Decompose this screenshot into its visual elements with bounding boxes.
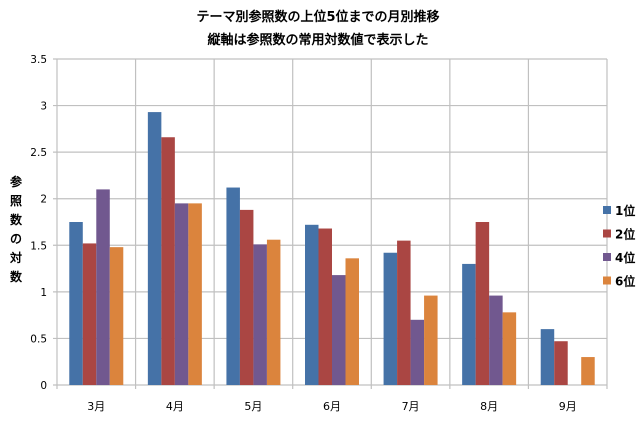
bar-1位-8月 <box>462 263 476 385</box>
bar-4位-8月 <box>489 295 503 385</box>
x-tick-label: 7月 <box>402 400 420 413</box>
bar-1位-5月 <box>226 187 240 385</box>
x-tick-label: 6月 <box>323 400 341 413</box>
y-tick-label: 1 <box>40 287 47 299</box>
y-tick-label: 2 <box>40 194 47 206</box>
bar-6位-6月 <box>345 258 359 385</box>
legend-swatch <box>603 229 611 238</box>
y-tick-label: 3.5 <box>30 54 47 66</box>
x-tick-label: 4月 <box>166 400 184 413</box>
y-axis-label-char: 対 <box>9 250 22 265</box>
x-tick-label: 3月 <box>87 400 105 413</box>
bar-2位-8月 <box>475 222 490 385</box>
y-axis-label-char: の <box>10 232 22 246</box>
bar-6位-3月 <box>109 247 124 385</box>
y-tick-label: 0 <box>40 380 47 392</box>
bar-4位-5月 <box>253 244 267 385</box>
y-tick-label: 2.5 <box>30 147 47 159</box>
bar-4位-4月 <box>174 203 189 385</box>
x-tick-label: 8月 <box>480 400 498 413</box>
legend-swatch <box>603 276 611 285</box>
bar-6位-5月 <box>266 239 281 385</box>
bar-1位-9月 <box>540 329 555 385</box>
bar-2位-3月 <box>82 243 97 385</box>
bar-4位-7月 <box>410 319 425 385</box>
chart-subtitle: 縦軸は参照数の常用対数値で表示した <box>207 32 428 48</box>
bar-1位-6月 <box>305 224 319 385</box>
y-axis-label-char: 参 <box>10 174 23 189</box>
bar-6位-9月 <box>581 357 595 385</box>
bar-1位-7月 <box>383 252 398 385</box>
bar-2位-9月 <box>554 341 568 385</box>
chart-title: テーマ別参照数の上位5位までの月別推移 <box>196 9 439 25</box>
bar-2位-4月 <box>161 137 175 385</box>
y-axis-label-char: 数 <box>10 269 23 284</box>
legend-swatch <box>603 206 611 214</box>
bar-1位-3月 <box>69 222 83 385</box>
bar-6位-4月 <box>188 203 202 385</box>
x-tick-label: 5月 <box>244 400 262 413</box>
legend-label: 4位 <box>615 250 635 265</box>
legend-swatch <box>603 253 611 261</box>
bar-2位-5月 <box>239 209 254 385</box>
bar-1位-4月 <box>147 112 162 385</box>
bar-2位-7月 <box>397 240 411 385</box>
bar-6位-7月 <box>424 295 438 385</box>
legend-label: 2位 <box>615 227 635 242</box>
legend-label: 1位 <box>615 203 635 218</box>
bar-2位-6月 <box>318 228 332 385</box>
y-axis-label-char: 数 <box>10 212 23 227</box>
bar-4位-3月 <box>96 189 110 385</box>
bar-6位-8月 <box>502 312 517 385</box>
y-tick-label: 1.5 <box>30 240 47 252</box>
bar-4位-6月 <box>332 275 346 385</box>
y-tick-label: 0.5 <box>30 333 47 345</box>
y-axis-label-char: 照 <box>10 193 22 208</box>
y-tick-label: 3 <box>40 101 47 113</box>
x-tick-label: 9月 <box>559 400 577 413</box>
legend-label: 6位 <box>615 274 635 289</box>
